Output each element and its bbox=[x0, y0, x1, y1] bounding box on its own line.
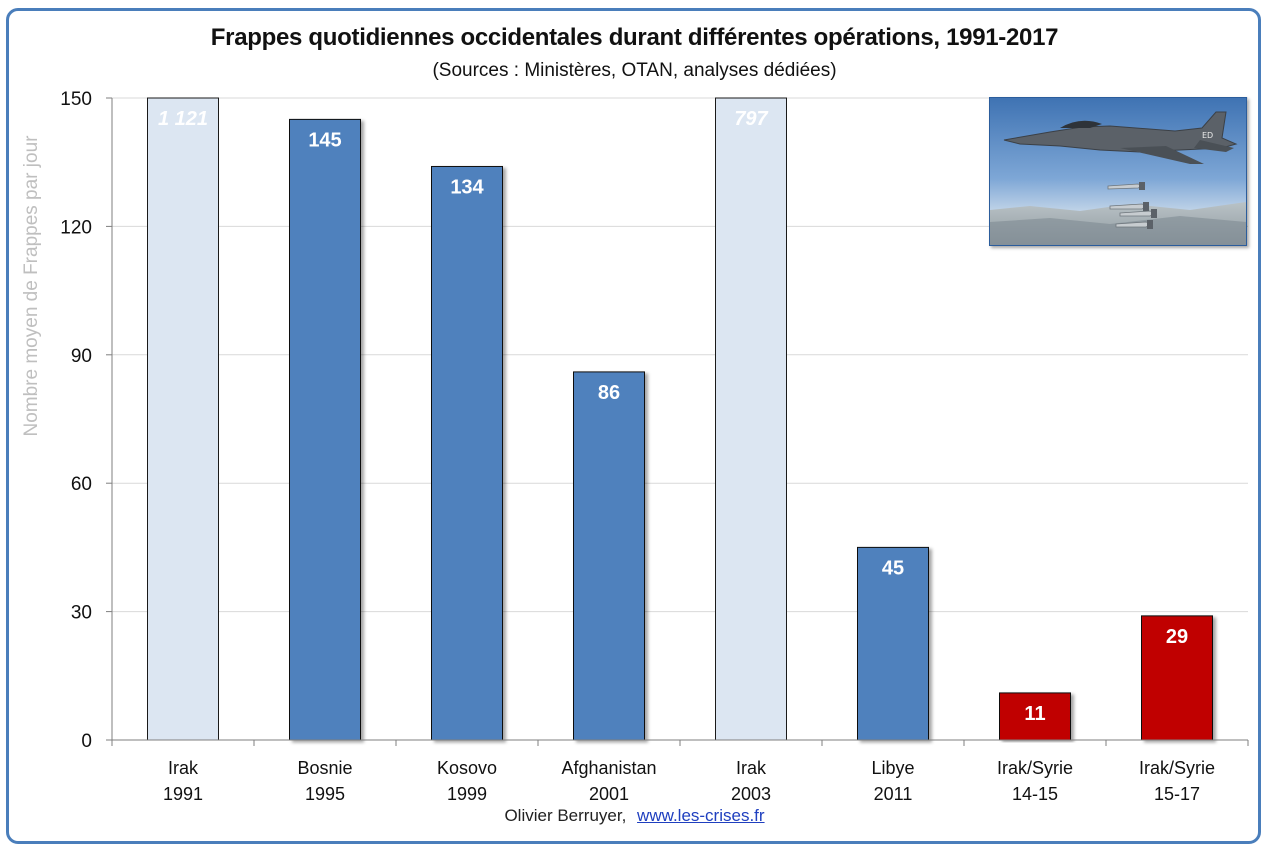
bar-value-label: 134 bbox=[450, 176, 484, 198]
x-tick-label: Irak bbox=[736, 758, 767, 778]
y-tick-label: 0 bbox=[81, 731, 92, 752]
chart-footer: Olivier Berruyer, www.les-crises.fr bbox=[0, 806, 1269, 826]
bar bbox=[999, 692, 1071, 741]
bar bbox=[431, 165, 503, 741]
bar-value-label: 145 bbox=[308, 129, 341, 151]
x-tick-label: Bosnie bbox=[297, 758, 352, 778]
fighter-jet-photo: ED bbox=[989, 97, 1247, 246]
bar bbox=[573, 371, 645, 741]
x-tick-label: 15-17 bbox=[1154, 784, 1200, 804]
x-tick-label: 2001 bbox=[589, 784, 629, 804]
x-tick-label: 14-15 bbox=[1012, 784, 1058, 804]
x-tick-label: Irak/Syrie bbox=[1139, 758, 1215, 778]
author-text: Olivier Berruyer, bbox=[504, 806, 627, 825]
x-tick-label: Irak bbox=[168, 758, 199, 778]
bar-value-label: 1 121 bbox=[158, 108, 208, 130]
x-tick-label: Libye bbox=[871, 758, 914, 778]
y-tick-label: 60 bbox=[71, 474, 92, 495]
bar-value-label: 11 bbox=[1024, 703, 1045, 725]
bar bbox=[289, 118, 361, 741]
y-tick-label: 150 bbox=[60, 89, 92, 110]
y-tick-label: 90 bbox=[71, 346, 92, 367]
bar-value-label: 45 bbox=[882, 557, 904, 579]
x-tick-label: 2003 bbox=[731, 784, 771, 804]
chart-subtitle: (Sources : Ministères, OTAN, analyses dé… bbox=[432, 60, 837, 81]
bar bbox=[857, 546, 929, 741]
bar bbox=[147, 97, 219, 741]
x-tick-label: 1991 bbox=[163, 784, 203, 804]
y-tick-label: 120 bbox=[60, 217, 92, 238]
source-link[interactable]: www.les-crises.fr bbox=[637, 806, 765, 825]
x-tick-label: 2011 bbox=[874, 784, 913, 804]
x-tick-label: 1999 bbox=[447, 784, 487, 804]
x-tick-label: Afghanistan bbox=[561, 758, 656, 778]
bar-value-label: 29 bbox=[1166, 626, 1188, 648]
x-tick-label: Kosovo bbox=[437, 758, 497, 778]
chart-title: Frappes quotidiennes occidentales durant… bbox=[210, 24, 1059, 51]
bar bbox=[715, 97, 787, 741]
x-tick-label: 1995 bbox=[305, 784, 345, 804]
svg-text:ED: ED bbox=[1202, 131, 1213, 140]
bar-value-label: 797 bbox=[734, 108, 768, 130]
x-tick-label: Irak/Syrie bbox=[997, 758, 1073, 778]
y-tick-label: 30 bbox=[71, 603, 92, 624]
bar-value-label: 86 bbox=[598, 382, 620, 404]
